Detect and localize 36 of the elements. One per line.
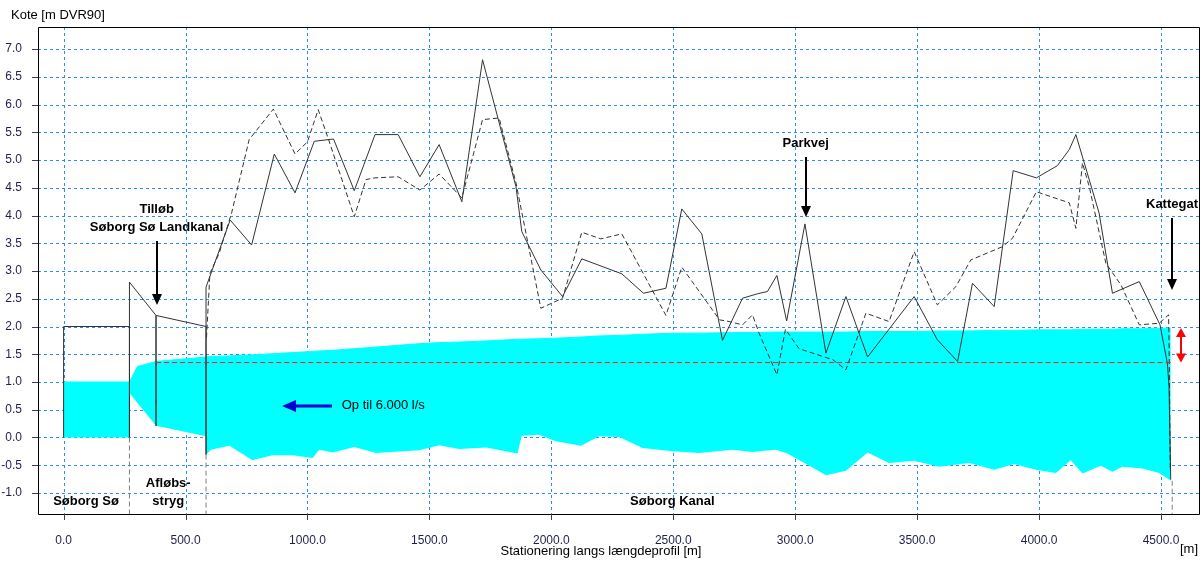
- x-tick-label: 4000.0: [1020, 532, 1058, 547]
- y-tick-label: 0.0: [5, 429, 23, 444]
- y-tick-label: 6.5: [5, 69, 23, 84]
- y-tick-label: 1.0: [5, 374, 23, 389]
- annotation: Søborg Kanal: [630, 493, 715, 509]
- y-tick-label: 4.5: [5, 180, 23, 195]
- x-tick-label: 1500.0: [411, 532, 449, 547]
- y-tick-label: 1.5: [5, 346, 23, 361]
- x-tick-label: 4500.0: [1142, 532, 1180, 547]
- x-tick-label: 0.0: [55, 532, 73, 547]
- x-tick-label: 2000.0: [532, 532, 571, 547]
- y-tick-label: 5.0: [5, 152, 23, 167]
- annotation: Tilløb Søborg Sø Landkanal: [89, 200, 224, 234]
- y-tick-label: 3.0: [5, 263, 23, 278]
- y-tick-label: -1.0: [1, 485, 23, 500]
- y-tick-label: 7.0: [5, 41, 23, 56]
- y-tick-label: 5.5: [5, 124, 23, 139]
- y-tick-label: 2.5: [5, 291, 23, 306]
- x-tick-label: 500.0: [170, 532, 201, 547]
- y-tick-label: 0.5: [5, 402, 23, 417]
- y-tick-label: -0.5: [1, 457, 23, 472]
- annotation: Afløbs- stryg: [145, 475, 191, 509]
- y-tick-label: 4.0: [5, 207, 23, 222]
- annotation: Op til 6.000 l/s: [341, 397, 426, 413]
- y-tick-label: 3.5: [5, 235, 23, 250]
- y-tick-label: 6.0: [5, 96, 23, 111]
- x-tick-label: 2500.0: [654, 532, 692, 547]
- x-tick-label: 1000.0: [289, 532, 327, 547]
- annotation: Parkvej: [782, 134, 829, 150]
- annotation: Kattegat: [1145, 195, 1199, 211]
- x-tick-label: 3000.0: [776, 532, 814, 547]
- y-axis-title: Kote [m DVR90]: [11, 6, 105, 22]
- text: [m]: [1179, 540, 1198, 556]
- annotation: Søborg Sø: [53, 492, 119, 508]
- y-tick-label: 2.0: [5, 318, 23, 333]
- x-tick-label: 3500.0: [898, 532, 936, 547]
